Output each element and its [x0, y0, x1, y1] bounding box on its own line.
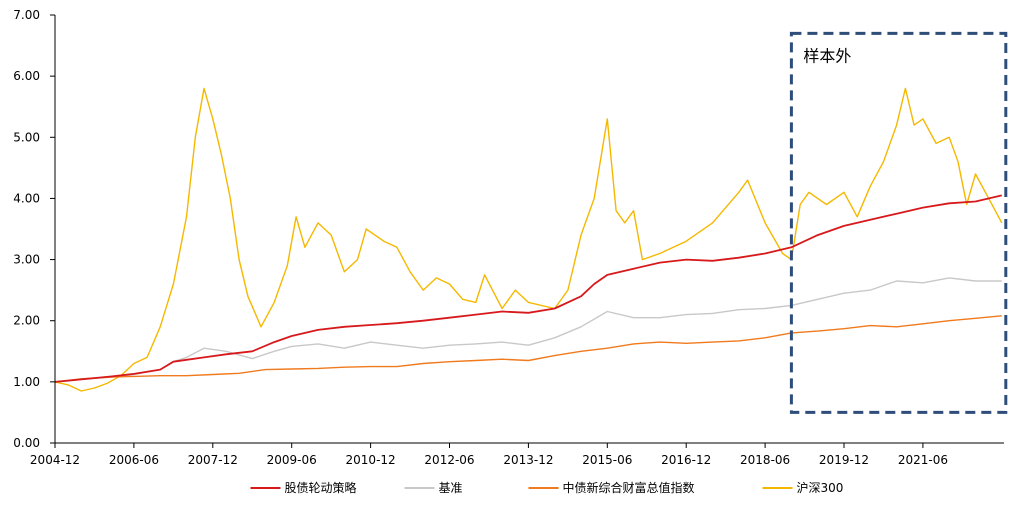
- series-line-1: [54, 277, 1002, 383]
- y-tick-label: 1.00: [13, 375, 40, 389]
- y-tick-label: 7.00: [13, 8, 40, 22]
- x-tick-label: 2013-12: [503, 453, 553, 467]
- y-tick-label: 6.00: [13, 69, 40, 83]
- series-line-2: [54, 315, 1002, 383]
- axes: 0.00 1.00 2.00 3.00 4.00 5.00 6.00 7.00 2004-12…: [13, 8, 1004, 467]
- x-tick-label: 2004-12: [30, 453, 80, 467]
- y-axis-ticks: 0.00 1.00 2.00 3.00 4.00 5.00 6.00 7.00: [13, 8, 55, 450]
- y-tick-label: 0.00: [13, 436, 40, 450]
- x-tick-label: 2016-12: [661, 453, 711, 467]
- x-tick-label: 2018-06: [740, 453, 790, 467]
- series-lines: [54, 87, 1003, 392]
- y-tick-label: 5.00: [13, 130, 40, 144]
- out-of-sample-label: 样本外: [803, 46, 851, 65]
- out-of-sample-box: [789, 31, 1008, 414]
- y-tick-label: 2.00: [13, 314, 40, 328]
- legend-label: 股债轮动策略: [285, 480, 357, 495]
- x-tick-label: 2019-12: [819, 453, 869, 467]
- series-line-0: [54, 194, 1003, 383]
- legend-label: 沪深300: [797, 481, 844, 495]
- legend: 股债轮动策略 基准 中债新综合财富总值指数 沪深300: [250, 480, 844, 495]
- legend-label: 中债新综合财富总值指数: [563, 480, 695, 495]
- series-line-3: [54, 87, 1003, 392]
- x-tick-label: 2009-06: [267, 453, 317, 467]
- x-axis-ticks: 2004-12 2006-06 2007-12 2009-06 2010-12 2012-…: [30, 443, 948, 467]
- x-tick-label: 2012-06: [424, 453, 474, 467]
- y-tick-label: 3.00: [13, 253, 40, 267]
- x-tick-label: 2015-06: [582, 453, 632, 467]
- x-tick-label: 2021-06: [898, 453, 948, 467]
- x-tick-label: 2010-12: [346, 453, 396, 467]
- legend-label: 基准: [439, 481, 463, 495]
- out-of-sample-annotation: 样本外: [789, 31, 1008, 414]
- x-tick-label: 2007-12: [188, 453, 238, 467]
- x-tick-label: 2006-06: [109, 453, 159, 467]
- y-tick-label: 4.00: [13, 191, 40, 205]
